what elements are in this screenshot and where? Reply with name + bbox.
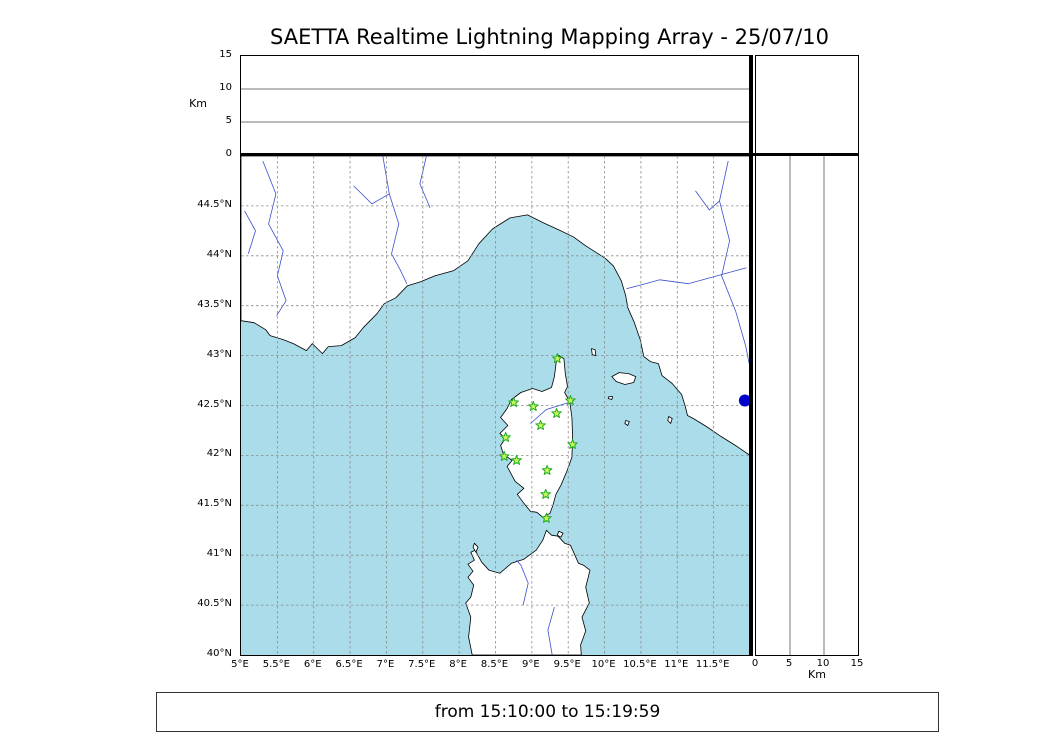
- river: [419, 156, 431, 209]
- alt-axis-label-top: Km: [189, 97, 207, 110]
- river: [244, 210, 256, 254]
- time-range-text: from 15:10:00 to 15:19:59: [434, 702, 661, 722]
- alt-lat-tick-label: 15: [850, 658, 864, 669]
- lat-tick-label: 43.5°N: [197, 298, 232, 310]
- lat-tick-label: 42.5°N: [197, 398, 232, 410]
- alt-lon-tick-label: 0: [225, 148, 232, 159]
- alt-lat-tick-label: 10: [816, 658, 830, 669]
- mainland-europe-landmass: [241, 156, 750, 456]
- station-marker: [499, 450, 510, 461]
- lat-tick-label: 44.5°N: [197, 198, 232, 210]
- lat-tick-label: 43°N: [206, 348, 232, 360]
- lat-tick-label: 41°N: [206, 548, 232, 560]
- lon-tick-label: 5°E: [231, 659, 249, 670]
- alt-histogram-panel: [755, 55, 859, 156]
- alt-lon-tick-label: 15: [219, 49, 232, 60]
- event-dot: [738, 394, 750, 407]
- lat-tick-label: 40°N: [206, 648, 232, 659]
- river: [382, 156, 408, 284]
- alt-lat-tick-label: 5: [785, 658, 793, 669]
- time-range-box: from 15:10:00 to 15:19:59: [156, 692, 939, 732]
- station-marker: [528, 401, 539, 411]
- lat-tick-label: 42°N: [206, 448, 232, 460]
- river: [719, 160, 750, 368]
- asinara-landmass: [472, 542, 479, 553]
- map-plot-area: [241, 156, 750, 655]
- lon-tick-label: 9°E: [522, 659, 540, 670]
- lon-tick-label: 11.5°E: [695, 659, 730, 670]
- lon-tick-label: 7°E: [376, 659, 395, 670]
- sardinia-landmass: [465, 529, 591, 655]
- capraia-landmass: [591, 348, 597, 357]
- river: [262, 160, 287, 316]
- alt-axis-label-bottom: Km: [808, 668, 826, 681]
- lon-tick-label: 8.5°E: [480, 659, 509, 670]
- river: [695, 190, 720, 211]
- lat-tick-label: 40.5°N: [197, 598, 232, 610]
- montecristo-landmass: [624, 420, 630, 426]
- lat-tick-label: 44°N: [206, 248, 232, 260]
- station-marker: [500, 431, 511, 442]
- lon-tick-label: 9.5°E: [553, 659, 581, 670]
- lon-tick-label: 10.5°E: [623, 659, 657, 670]
- maddalena-landmass: [556, 530, 564, 538]
- river: [516, 559, 529, 606]
- pianosa-landmass: [607, 396, 614, 400]
- lon-tick-label: 5.5°E: [262, 659, 290, 670]
- station-marker: [535, 420, 546, 430]
- lon-tick-label: 6°E: [303, 659, 322, 670]
- station-marker: [541, 464, 553, 475]
- river: [547, 606, 555, 655]
- alt-lon-panel: [240, 55, 751, 156]
- river: [530, 402, 570, 424]
- corsica-landmass: [499, 354, 574, 518]
- station-marker: [565, 395, 576, 406]
- alt-lon-tick-label: 5: [225, 115, 232, 126]
- lon-tick-label: 11°E: [664, 659, 689, 670]
- lon-tick-label: 8°E: [449, 659, 467, 670]
- station-marker: [540, 488, 551, 499]
- lon-tick-label: 6.5°E: [335, 659, 363, 670]
- alt-lon-plot-area: [241, 88, 750, 123]
- alt-lat-plot-area: [789, 156, 825, 655]
- station-marker: [508, 397, 519, 408]
- lon-tick-label: 10°E: [591, 659, 616, 670]
- figure-title: SAETTA Realtime Lightning Mapping Array …: [270, 25, 829, 49]
- alt-lat-tick-label: 0: [751, 658, 759, 669]
- station-marker: [551, 408, 562, 418]
- station-marker: [552, 353, 563, 364]
- station-marker: [511, 454, 522, 465]
- elba-landmass: [611, 372, 637, 385]
- station-marker: [541, 512, 552, 523]
- map-panel: [240, 155, 751, 656]
- giglio-landmass: [667, 416, 673, 424]
- alt-lon-tick-label: 10: [219, 82, 232, 93]
- map-right-border: [749, 55, 753, 656]
- lon-tick-label: 7.5°E: [408, 659, 436, 670]
- map-top-border: [240, 153, 859, 156]
- alt-lat-panel: [755, 155, 859, 656]
- lat-tick-label: 41.5°N: [197, 498, 232, 510]
- river: [353, 185, 390, 205]
- station-marker: [567, 438, 578, 449]
